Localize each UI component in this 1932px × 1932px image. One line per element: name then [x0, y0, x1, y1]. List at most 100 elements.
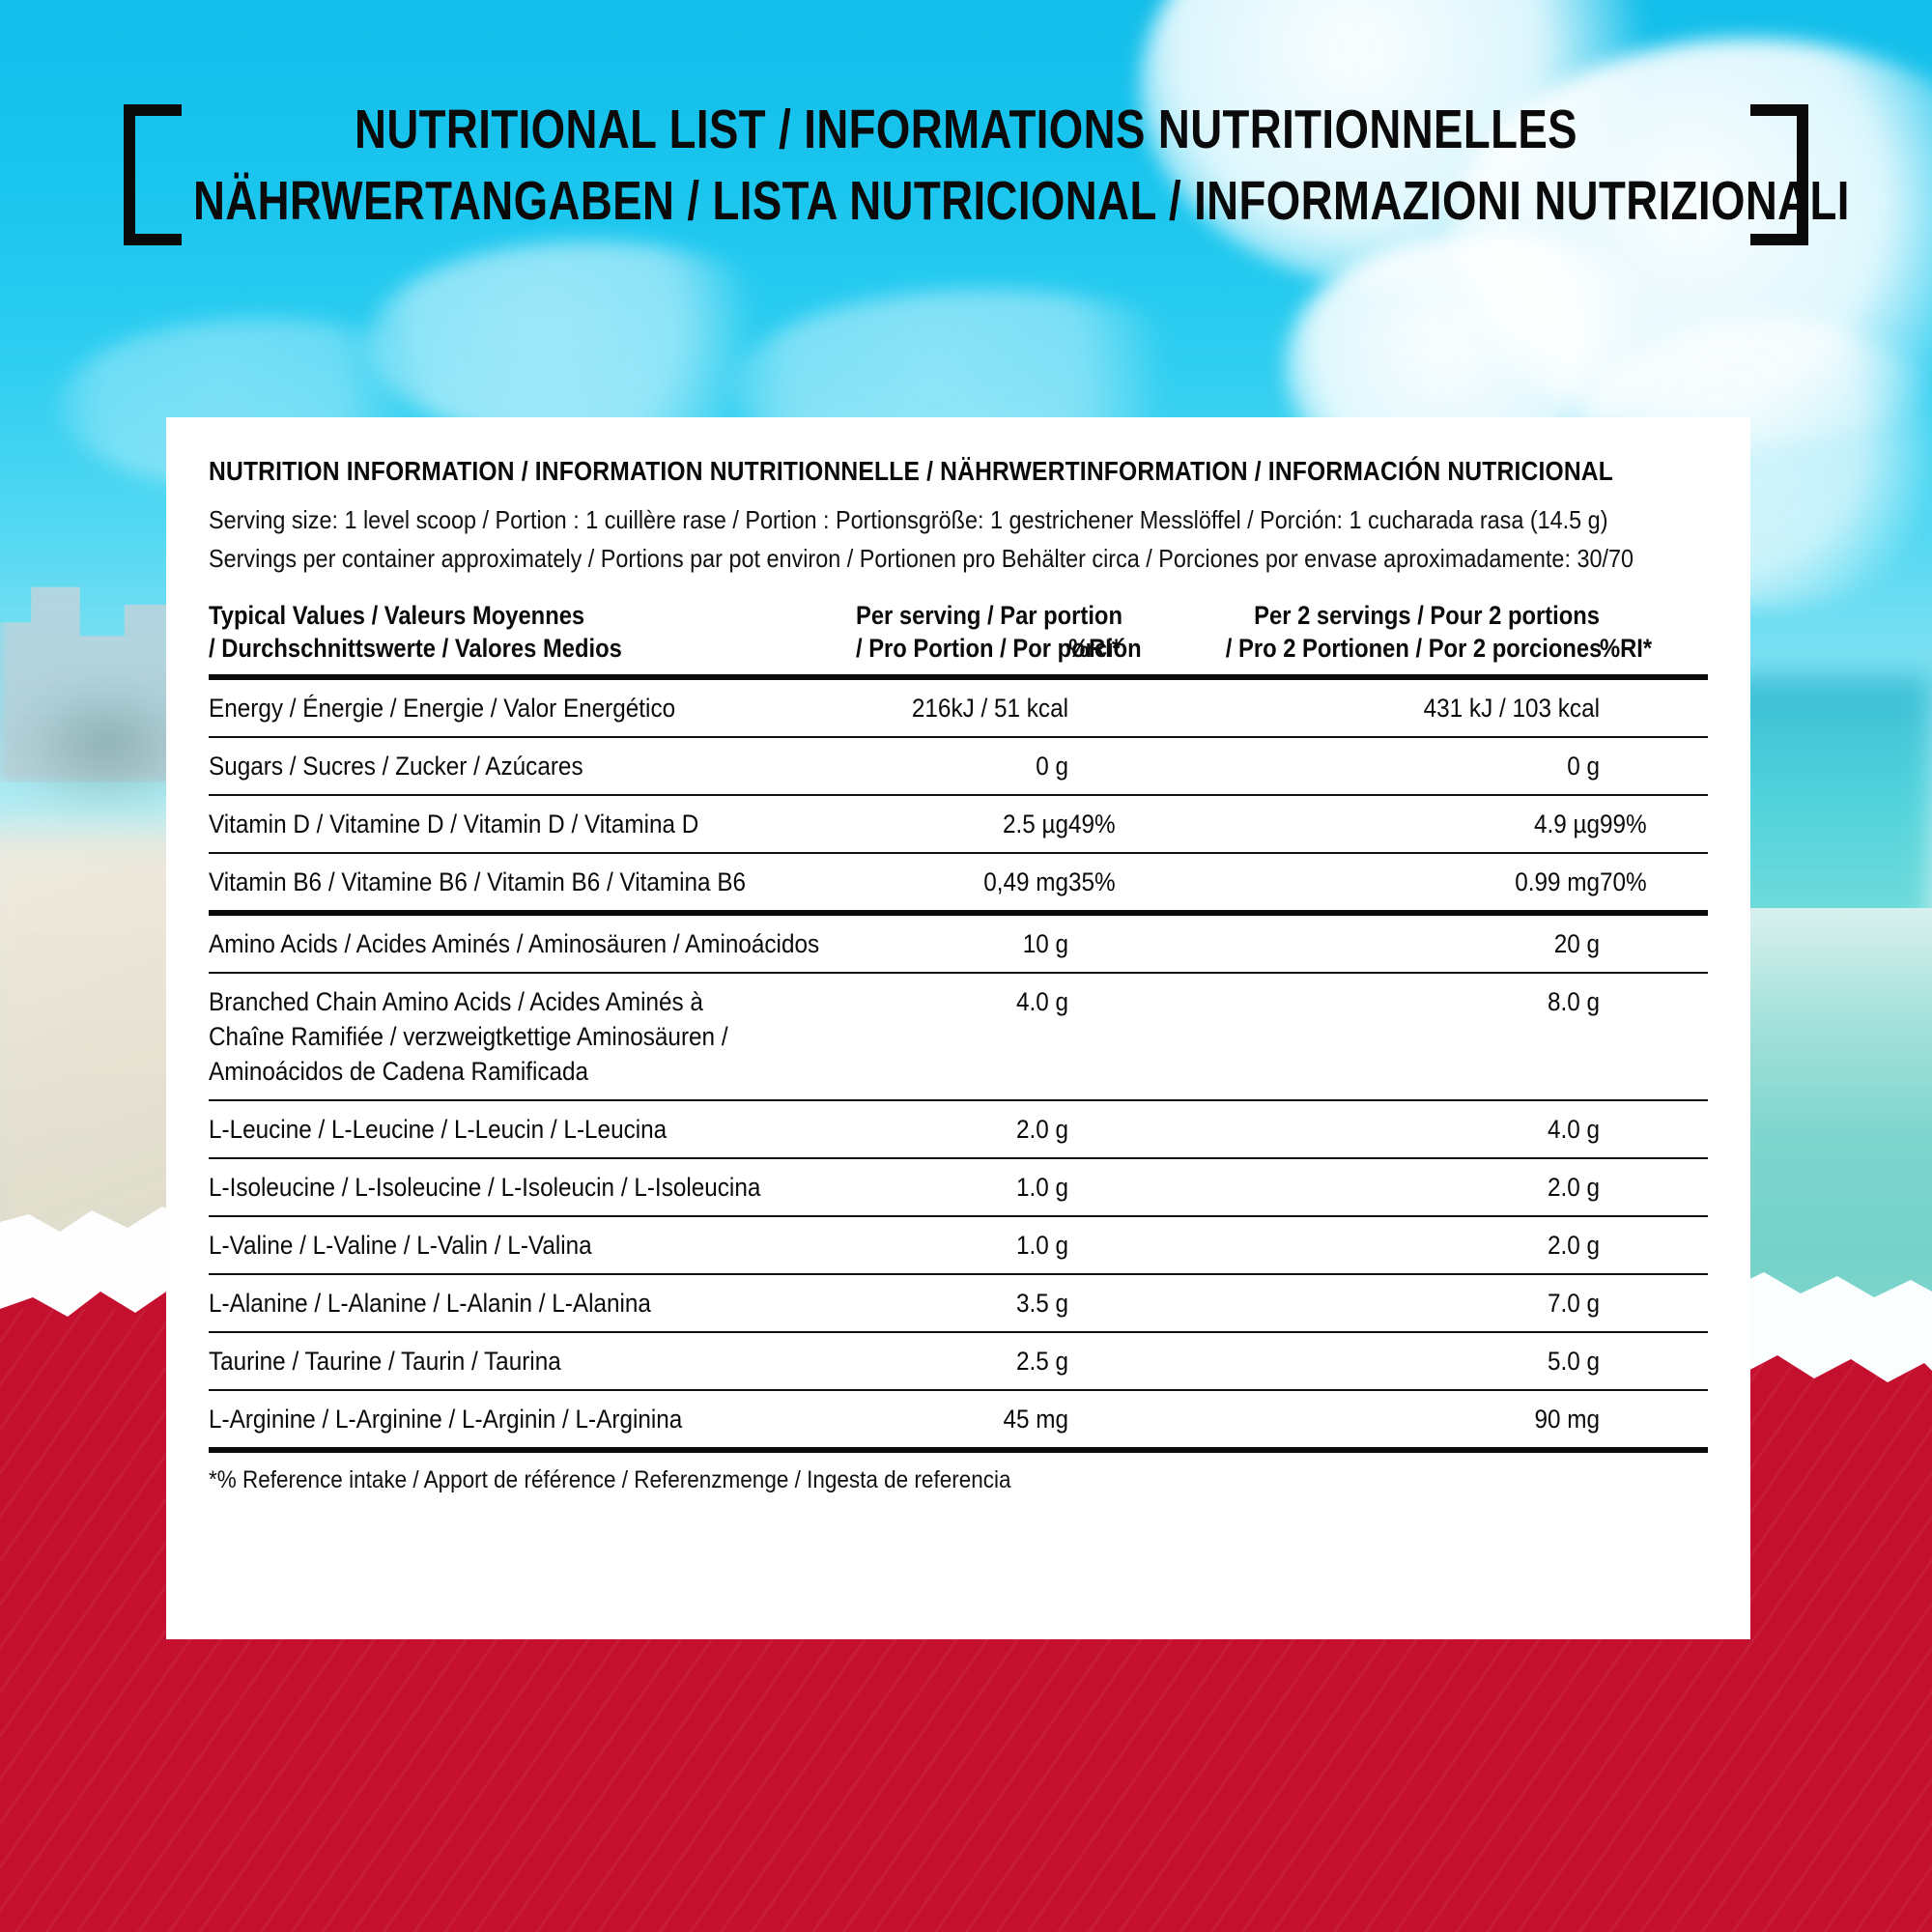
col-header-typical-values-line2: / Durchschnittswerte / Valores Medios	[209, 634, 622, 663]
row-ri-1	[1068, 1389, 1175, 1447]
col-header-per-serving: Per serving / Par portion / Pro Portion …	[827, 599, 1142, 677]
row-per-2-servings: 20 g	[1175, 910, 1600, 973]
row-name: Energy / Énergie / Energie / Valor Energ…	[209, 674, 827, 737]
table-row: Energy / Énergie / Energie / Valor Energ…	[209, 674, 1708, 737]
col-header-ri-per-2-servings: %RI*	[1600, 599, 1708, 677]
row-per-2-servings-text: 20 g	[1553, 929, 1600, 958]
row-name-text: L-Isoleucine / L-Isoleucine / L-Isoleuci…	[209, 1173, 761, 1202]
row-per-serving-text: 3.5 g	[1015, 1289, 1068, 1318]
row-ri-1	[1068, 972, 1175, 1100]
row-per-2-servings-text: 7.0 g	[1547, 1289, 1600, 1318]
nutrition-panel: NUTRITION INFORMATION / INFORMATION NUTR…	[166, 417, 1750, 1639]
row-per-serving: 2.5 g	[827, 1331, 1068, 1390]
row-per-2-servings-text: 5.0 g	[1547, 1347, 1600, 1376]
row-name-text: L-Leucine / L-Leucine / L-Leucin / L-Leu…	[209, 1115, 668, 1144]
row-per-serving-text: 4.0 g	[1015, 987, 1068, 1016]
row-per-2-servings: 0 g	[1175, 736, 1600, 795]
row-name: Branched Chain Amino Acids / Acides Amin…	[209, 972, 827, 1100]
row-per-serving-text: 2.5 g	[1015, 1347, 1068, 1376]
row-ri-2	[1600, 1215, 1708, 1274]
row-per-2-servings: 8.0 g	[1175, 972, 1600, 1100]
row-per-2-servings-text: 4.0 g	[1547, 1115, 1600, 1144]
table-row: Branched Chain Amino Acids / Acides Amin…	[209, 972, 1708, 1100]
table-row: Amino Acids / Acides Aminés / Aminosäure…	[209, 910, 1708, 973]
nutrition-table-head: Typical Values / Valeurs Moyennes / Durc…	[209, 599, 1708, 677]
row-ri-2	[1600, 910, 1708, 973]
row-ri-1	[1068, 1273, 1175, 1332]
row-per-serving-text: 10 g	[1022, 929, 1068, 958]
corner-bracket-top-left-icon	[124, 104, 182, 176]
row-per-2-servings-text: 0 g	[1567, 752, 1600, 781]
row-ri-2	[1600, 972, 1708, 1100]
corner-bracket-bottom-left-icon	[124, 174, 182, 245]
table-row: L-Alanine / L-Alanine / L-Alanin / L-Ala…	[209, 1273, 1708, 1332]
row-ri-1: 49%	[1068, 794, 1175, 853]
row-ri-2-text: 70%	[1600, 867, 1647, 896]
row-per-serving-text: 1.0 g	[1015, 1173, 1068, 1202]
row-per-2-servings-text: 90 mg	[1534, 1405, 1600, 1434]
col-header-ri-per-serving-label: %RI*	[1068, 634, 1122, 663]
title-line-2: NÄHRWERTANGABEN / LISTA NUTRICIONAL / IN…	[193, 170, 1850, 232]
row-per-serving: 4.0 g	[827, 972, 1068, 1100]
row-per-2-servings: 7.0 g	[1175, 1273, 1600, 1332]
table-row: Taurine / Taurine / Taurin / Taurina 2.5…	[209, 1331, 1708, 1390]
row-per-serving: 1.0 g	[827, 1157, 1068, 1216]
row-ri-1-text: 35%	[1068, 867, 1116, 896]
row-name: L-Isoleucine / L-Isoleucine / L-Isoleuci…	[209, 1157, 827, 1216]
row-ri-2	[1600, 1273, 1708, 1332]
row-ri-1	[1068, 1099, 1175, 1158]
row-per-serving: 216kJ / 51 kcal	[827, 674, 1068, 737]
row-ri-2	[1600, 674, 1708, 737]
row-name-text: L-Alanine / L-Alanine / L-Alanin / L-Ala…	[209, 1289, 651, 1318]
table-row: L-Isoleucine / L-Isoleucine / L-Isoleuci…	[209, 1157, 1708, 1216]
corner-bracket-top-right-icon	[1750, 104, 1808, 176]
reference-intake-footnote: *% Reference intake / Apport de référenc…	[209, 1466, 1011, 1493]
servings-per-container-line: Servings per container approximately / P…	[209, 544, 1634, 573]
row-per-serving: 0,49 mg	[827, 852, 1068, 913]
row-per-serving: 3.5 g	[827, 1273, 1068, 1332]
row-per-serving-text: 2.0 g	[1015, 1115, 1068, 1144]
table-header-row: Typical Values / Valeurs Moyennes / Durc…	[209, 599, 1708, 677]
col-header-per-2-servings: Per 2 servings / Pour 2 portions / Pro 2…	[1175, 599, 1603, 677]
row-per-2-servings: 2.0 g	[1175, 1215, 1600, 1274]
table-row: L-Valine / L-Valine / L-Valin / L-Valina…	[209, 1215, 1708, 1274]
table-row: Vitamin D / Vitamine D / Vitamin D / Vit…	[209, 794, 1708, 853]
row-per-2-servings: 431 kJ / 103 kcal	[1175, 674, 1600, 737]
row-ri-1	[1068, 736, 1175, 795]
row-per-2-servings-text: 2.0 g	[1547, 1173, 1600, 1202]
row-ri-1	[1068, 674, 1175, 737]
row-ri-1	[1068, 1331, 1175, 1390]
table-row: Sugars / Sucres / Zucker / Azúcares 0 g …	[209, 736, 1708, 795]
row-name: Taurine / Taurine / Taurin / Taurina	[209, 1331, 827, 1390]
row-per-serving: 1.0 g	[827, 1215, 1068, 1274]
col-header-per-serving-line2: / Pro Portion / Por porción	[856, 634, 1142, 663]
row-name-text: Branched Chain Amino Acids / Acides Amin…	[209, 987, 728, 1086]
row-name-text: Sugars / Sucres / Zucker / Azúcares	[209, 752, 583, 781]
serving-size-line: Serving size: 1 level scoop / Portion : …	[209, 505, 1608, 534]
row-per-2-servings-text: 2.0 g	[1547, 1231, 1600, 1260]
row-ri-2	[1600, 1157, 1708, 1216]
row-name-text: Vitamin B6 / Vitamine B6 / Vitamin B6 / …	[209, 867, 747, 896]
row-per-serving: 2.0 g	[827, 1099, 1068, 1158]
row-per-serving: 10 g	[827, 910, 1068, 973]
nutrition-table: Typical Values / Valeurs Moyennes / Durc…	[209, 599, 1708, 1447]
row-per-serving-text: 1.0 g	[1015, 1231, 1068, 1260]
col-header-typical-values-line1: Typical Values / Valeurs Moyennes	[209, 601, 585, 630]
table-row: L-Arginine / L-Arginine / L-Arginin / L-…	[209, 1389, 1708, 1447]
row-ri-2: 99%	[1600, 794, 1708, 853]
col-header-per-serving-line1: Per serving / Par portion	[856, 601, 1122, 630]
table-row: L-Leucine / L-Leucine / L-Leucin / L-Leu…	[209, 1099, 1708, 1158]
row-name-text: Vitamin D / Vitamine D / Vitamin D / Vit…	[209, 810, 699, 838]
corner-bracket-bottom-right-icon	[1750, 174, 1808, 245]
col-header-per-2-servings-line2: / Pro 2 Portionen / Por 2 porciones	[1225, 634, 1603, 663]
row-name: Sugars / Sucres / Zucker / Azúcares	[209, 736, 827, 795]
row-ri-1-text: 49%	[1068, 810, 1116, 838]
row-per-serving: 2.5 µg	[827, 794, 1068, 853]
title-line-1: NUTRITIONAL LIST / INFORMATIONS NUTRITIO…	[355, 99, 1577, 160]
row-ri-1	[1068, 1215, 1175, 1274]
row-ri-1: 35%	[1068, 852, 1175, 913]
row-per-2-servings-text: 4.9 µg	[1533, 810, 1600, 838]
row-name: L-Alanine / L-Alanine / L-Alanin / L-Ala…	[209, 1273, 827, 1332]
row-name: Vitamin B6 / Vitamine B6 / Vitamin B6 / …	[209, 852, 827, 913]
